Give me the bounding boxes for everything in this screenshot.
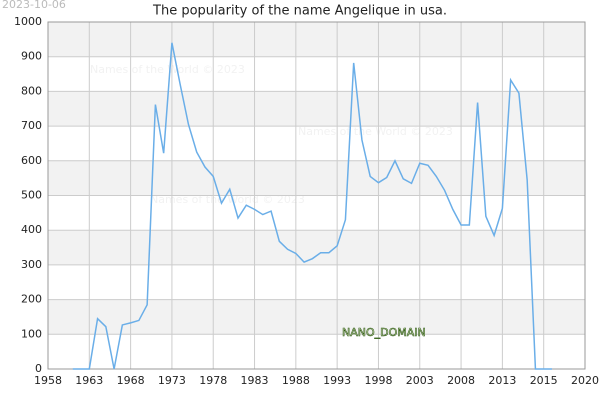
plot-border — [47, 21, 586, 370]
x-tick-label: 1963 — [75, 374, 103, 387]
y-tick-label: 900 — [21, 50, 42, 63]
x-tick-label: 1993 — [323, 374, 351, 387]
chart-title: The popularity of the name Angelique in … — [152, 4, 447, 19]
band — [48, 230, 585, 265]
x-tick-label: 2003 — [406, 374, 434, 387]
watermark: Names of the World © 2023 — [90, 63, 245, 76]
x-tick-label: 2015 — [530, 374, 558, 387]
watermark: Names of the World © 2023 — [150, 193, 305, 206]
x-tick-label: 1958 — [34, 374, 62, 387]
watermark: Names of the World © 2023 — [298, 125, 453, 138]
y-tick-label: 100 — [21, 327, 42, 340]
y-tick-label: 800 — [21, 84, 42, 97]
x-tick-label: 1998 — [364, 374, 392, 387]
domain-label: NANO_DOMAIN — [342, 326, 426, 339]
x-tick-label: 2020 — [571, 374, 599, 387]
y-tick-label: 700 — [21, 119, 42, 132]
date: 2023-10-06 — [2, 0, 66, 11]
y-tick-label: 200 — [21, 293, 42, 306]
x-tick-label: 1978 — [199, 374, 227, 387]
y-tick-label: 1000 — [14, 15, 42, 28]
band — [48, 91, 585, 127]
x-tick-label: 2008 — [447, 374, 475, 387]
y-tick-label: 500 — [21, 189, 42, 202]
band — [48, 160, 585, 196]
line — [72, 42, 552, 370]
y-tick-label: 600 — [21, 154, 42, 167]
x-tick-label: 1983 — [241, 374, 269, 387]
x-tick-label: 2013 — [488, 374, 516, 387]
y-tick-label: 300 — [21, 258, 42, 271]
y-tick-label: 400 — [21, 223, 42, 236]
y-tick-label: 0 — [35, 362, 42, 375]
x-tick-label: 1968 — [117, 374, 145, 387]
band — [48, 299, 585, 335]
x-tick-label: 1973 — [158, 374, 186, 387]
x-tick-label: 1988 — [282, 374, 310, 387]
band — [48, 22, 585, 57]
